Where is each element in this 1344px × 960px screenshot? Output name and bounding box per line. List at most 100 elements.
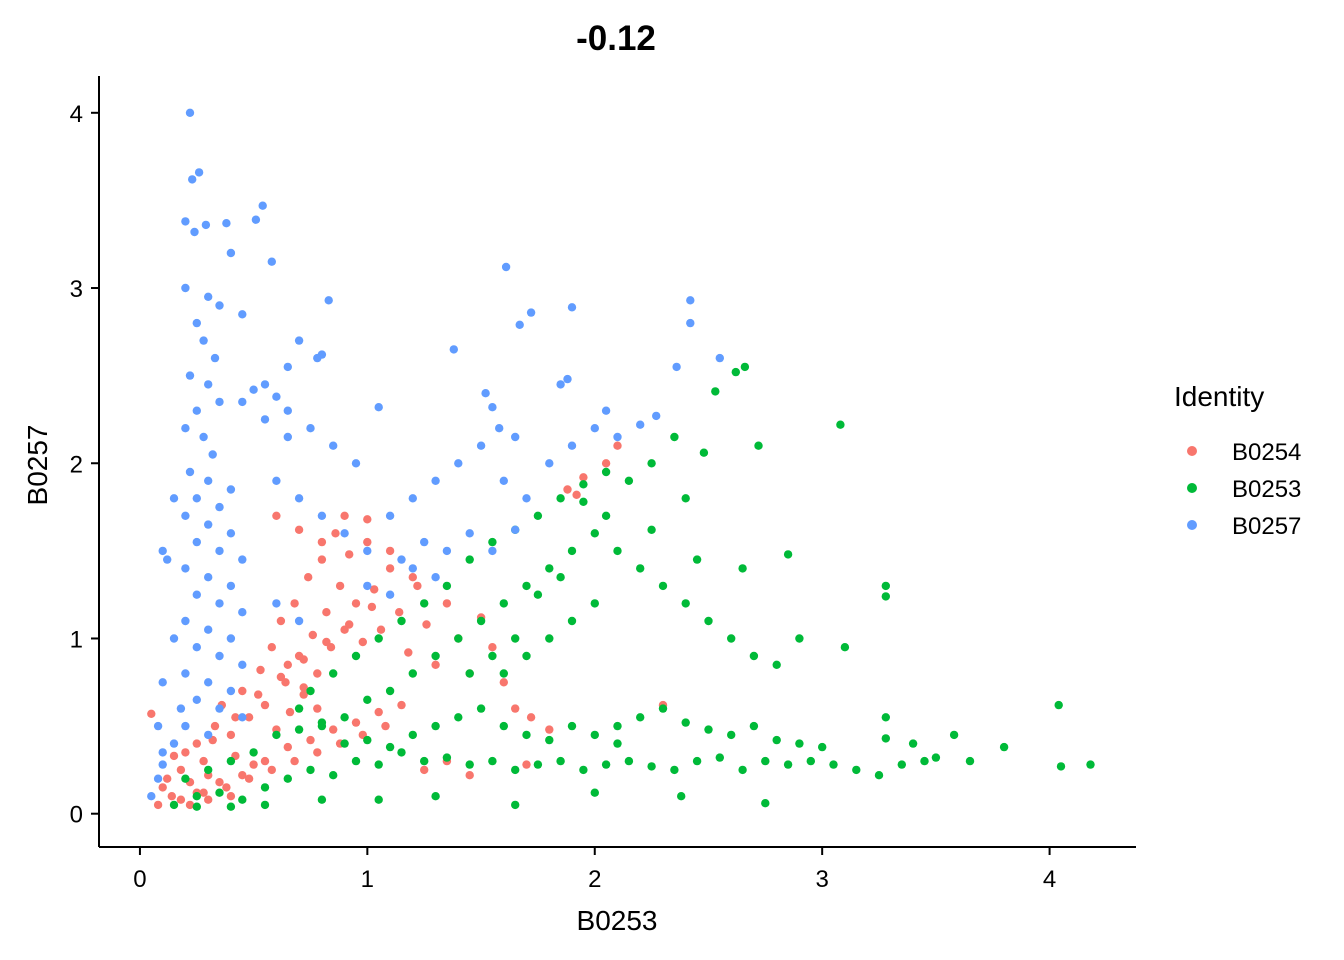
y-tick-label: 0 — [70, 802, 83, 829]
point-B0257-45 — [192, 643, 201, 652]
point-B0254-84 — [363, 515, 372, 524]
point-B0253-46 — [711, 387, 720, 396]
point-B0253-121 — [294, 725, 304, 734]
point-B0253-28 — [806, 756, 815, 766]
point-B0257-74 — [476, 441, 486, 450]
point-B0257-47 — [238, 660, 247, 669]
point-B0257-127 — [176, 704, 186, 713]
point-B0257-54 — [181, 721, 190, 731]
point-B0253-41 — [881, 592, 890, 601]
legend-title: Identity — [1174, 381, 1264, 412]
point-B0253-72 — [431, 651, 440, 661]
point-B0254-81 — [294, 525, 304, 534]
point-B0254-99 — [367, 602, 377, 612]
point-B0254-7 — [210, 721, 220, 731]
point-B0254-13 — [249, 760, 258, 769]
point-B0257-7 — [222, 219, 231, 228]
point-B0253-26 — [761, 756, 770, 766]
y-tick-label: 3 — [70, 276, 83, 303]
point-B0254-98 — [345, 620, 354, 629]
point-B0253-30 — [852, 765, 861, 775]
point-B0253-132 — [511, 800, 520, 810]
point-B0253-130 — [677, 792, 686, 801]
point-B0257-122 — [158, 678, 167, 687]
point-B0253-47 — [699, 448, 709, 457]
point-B0254-1 — [169, 751, 179, 761]
point-B0254-66 — [329, 725, 338, 734]
point-B0254-38 — [376, 625, 386, 634]
point-B0257-85 — [515, 320, 524, 329]
point-B0253-139 — [590, 788, 599, 797]
point-B0254-24 — [304, 573, 313, 582]
point-B0253-90 — [499, 669, 508, 678]
point-B0257-125 — [169, 494, 179, 503]
point-B0254-70 — [176, 795, 186, 804]
point-B0253-77 — [545, 564, 554, 573]
point-B0257-16 — [199, 336, 208, 345]
point-B0254-75 — [290, 756, 299, 766]
point-B0257-38 — [226, 581, 236, 591]
point-B0257-87 — [686, 318, 695, 328]
point-B0254-51 — [511, 704, 520, 713]
point-B0257-51 — [192, 695, 201, 704]
chart-title: -0.12 — [576, 19, 656, 58]
point-B0257-110 — [363, 581, 372, 591]
point-B0257-100 — [324, 296, 333, 305]
point-B0257-55 — [204, 730, 213, 740]
point-B0253-40 — [881, 581, 890, 591]
point-B0253-8 — [351, 756, 361, 766]
point-B0257-23 — [199, 432, 208, 442]
point-B0253-1 — [192, 792, 201, 801]
point-B0253-137 — [192, 802, 201, 811]
legend-label-B0254: B0254 — [1232, 439, 1301, 466]
point-B0253-64 — [329, 669, 338, 678]
point-B0254-79 — [381, 721, 390, 731]
point-B0257-86 — [686, 296, 695, 305]
point-B0257-18 — [185, 371, 195, 380]
point-B0257-72 — [431, 476, 440, 485]
point-B0254-55 — [579, 473, 588, 482]
point-B0254-34 — [351, 599, 361, 608]
point-B0254-30 — [331, 529, 340, 538]
point-B0253-17 — [556, 756, 565, 766]
point-B0254-35 — [358, 637, 367, 647]
point-B0254-68 — [374, 707, 383, 717]
point-B0253-92 — [545, 634, 554, 643]
point-B0257-76 — [522, 494, 531, 503]
point-B0254-83 — [340, 511, 349, 520]
point-B0253-123 — [340, 739, 349, 748]
point-B0253-6 — [306, 765, 315, 775]
point-B0254-76 — [313, 748, 322, 757]
point-B0257-36 — [181, 564, 190, 573]
point-B0253-124 — [363, 735, 372, 745]
point-B0253-54 — [556, 494, 565, 503]
point-B0257-95 — [636, 420, 645, 429]
point-B0254-89 — [313, 704, 322, 713]
point-B0253-107 — [772, 735, 781, 745]
point-B0257-25 — [185, 467, 195, 477]
point-B0253-29 — [829, 760, 838, 769]
point-B0254-43 — [422, 620, 431, 629]
point-B0257-61 — [283, 406, 292, 415]
point-B0257-101 — [294, 336, 304, 345]
point-B0253-95 — [533, 590, 543, 599]
point-B0253-10 — [397, 748, 406, 757]
point-B0254-63 — [260, 756, 270, 766]
point-B0257-26 — [204, 476, 213, 485]
point-B0254-31 — [335, 581, 345, 591]
point-B0253-97 — [511, 634, 520, 643]
point-B0257-92 — [495, 424, 504, 433]
point-B0257-49 — [204, 678, 213, 687]
y-tick-label: 4 — [70, 101, 83, 128]
legend: Identity B0254 B0253 B0257 — [1174, 381, 1301, 540]
point-B0257-32 — [226, 529, 236, 538]
point-B0257-43 — [204, 625, 213, 634]
point-B0253-39 — [1086, 760, 1095, 769]
point-B0257-119 — [397, 555, 406, 564]
point-B0257-129 — [294, 616, 304, 626]
point-B0253-103 — [681, 718, 690, 727]
point-B0257-98 — [556, 380, 565, 389]
point-B0253-116 — [545, 735, 554, 745]
point-B0253-76 — [522, 581, 531, 591]
point-B0257-57 — [158, 748, 167, 757]
